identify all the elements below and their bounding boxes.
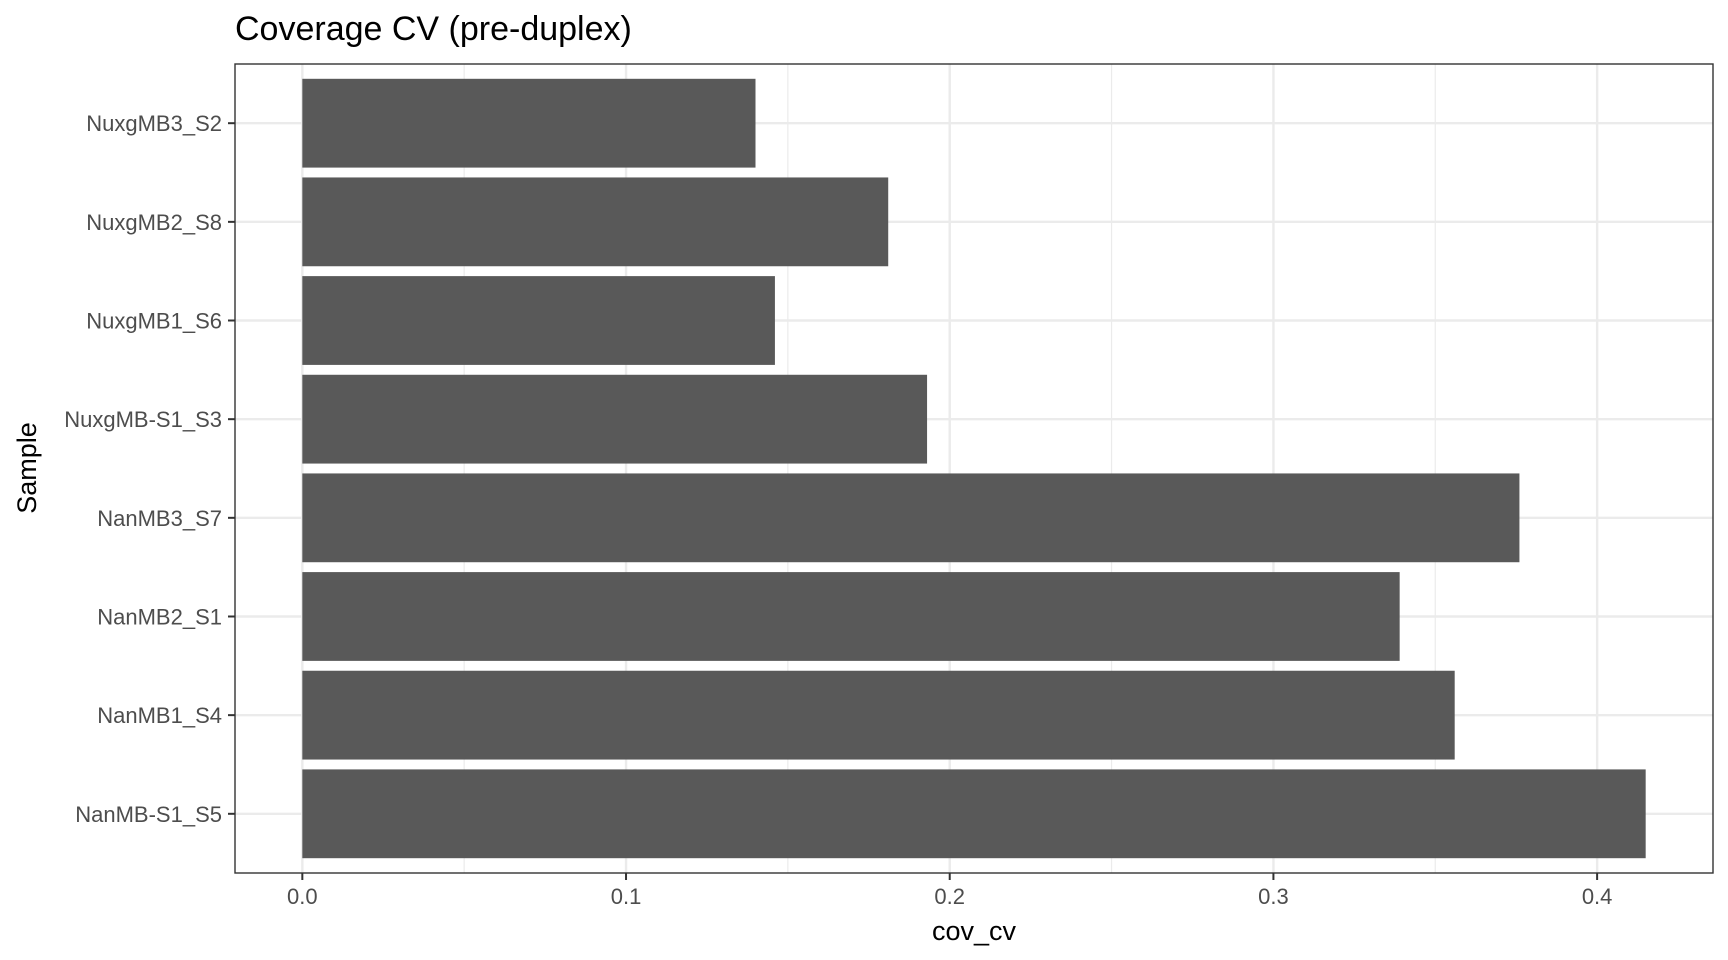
bar [302, 769, 1646, 859]
bar [302, 78, 756, 168]
bar [302, 276, 775, 365]
y-tick-label: NuxgMB2_S8 [86, 210, 222, 235]
x-tick-label: 0.3 [1258, 884, 1289, 909]
axis-ticks: 0.0 0.1 0.2 0.3 0.4 NuxgMB3_S2 NuxgMB2_S8 NuxgM… [64, 111, 1612, 909]
x-tick-label: 0.0 [287, 884, 318, 909]
x-tick-label: 0.1 [611, 884, 642, 909]
chart-title: Coverage CV (pre-duplex) [235, 10, 632, 48]
y-tick-label: NanMB2_S1 [97, 604, 222, 629]
y-tick-label: NuxgMB3_S2 [86, 111, 222, 136]
x-tick-label: 0.4 [1582, 884, 1613, 909]
bar [302, 473, 1520, 563]
y-tick-label: NuxgMB-S1_S3 [64, 407, 222, 432]
bar [302, 177, 889, 267]
y-tick-label: NanMB1_S4 [97, 703, 222, 728]
x-axis-title: cov_cv [932, 916, 1017, 946]
y-tick-label: NanMB3_S7 [97, 506, 222, 531]
panel-border [234, 63, 1714, 874]
bar [302, 374, 928, 464]
bar [302, 572, 1400, 661]
bar [302, 670, 1455, 760]
y-tick-label: NuxgMB1_S6 [86, 309, 222, 334]
bars [302, 78, 1646, 859]
x-tick-label: 0.2 [934, 884, 965, 909]
y-axis-title: Sample [12, 422, 42, 514]
y-tick-label: NanMB-S1_S5 [75, 802, 222, 827]
